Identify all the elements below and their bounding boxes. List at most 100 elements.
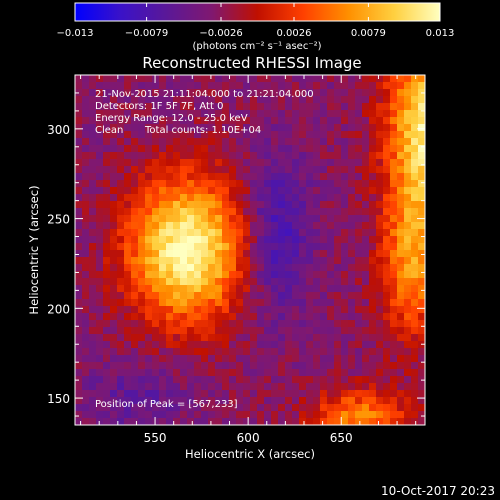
heatmap-cell [278, 404, 286, 412]
heatmap-cell [208, 383, 216, 391]
heatmap-cell [418, 208, 426, 216]
heatmap-cell [292, 110, 300, 118]
heatmap-cell [208, 334, 216, 342]
heatmap-cell [362, 285, 370, 293]
heatmap-cell [348, 341, 356, 349]
heatmap-cell [75, 278, 83, 286]
heatmap-cell [117, 152, 125, 160]
heatmap-cell [187, 320, 195, 328]
heatmap-cell [376, 348, 384, 356]
heatmap-cell [397, 355, 405, 363]
heatmap-cell [110, 411, 118, 419]
heatmap-cell [306, 173, 314, 181]
heatmap-cell [194, 243, 202, 251]
heatmap-cell [411, 201, 419, 209]
heatmap-cell [313, 110, 321, 118]
heatmap-cell [110, 383, 118, 391]
heatmap-cell [411, 82, 419, 90]
heatmap-cell [383, 89, 391, 97]
heatmap-cell [131, 103, 139, 111]
heatmap-cell [187, 390, 195, 398]
heatmap-cell [194, 418, 202, 426]
heatmap-cell [208, 103, 216, 111]
heatmap-cell [355, 404, 363, 412]
heatmap-cell [383, 152, 391, 160]
heatmap-cell [124, 236, 132, 244]
heatmap-cell [355, 82, 363, 90]
heatmap-cell [131, 194, 139, 202]
heatmap-cell [334, 306, 342, 314]
heatmap-cell [159, 82, 167, 90]
heatmap-cell [278, 383, 286, 391]
heatmap-cell [82, 348, 90, 356]
heatmap-cell [138, 376, 146, 384]
heatmap-cell [82, 187, 90, 195]
heatmap-cell [166, 397, 174, 405]
heatmap-cell [355, 313, 363, 321]
heatmap-cell [159, 313, 167, 321]
heatmap-cell [376, 236, 384, 244]
heatmap-cell [334, 285, 342, 293]
heatmap-cell [229, 117, 237, 125]
heatmap-cell [103, 159, 111, 167]
heatmap-cell [201, 383, 209, 391]
heatmap-cell [285, 215, 293, 223]
heatmap-cell [299, 222, 307, 230]
heatmap-cell [229, 376, 237, 384]
heatmap-cell [334, 194, 342, 202]
heatmap-cell [411, 320, 419, 328]
heatmap-cell [89, 89, 97, 97]
heatmap-cell [320, 236, 328, 244]
heatmap-cell [278, 299, 286, 307]
heatmap-cell [299, 82, 307, 90]
heatmap-cell [159, 383, 167, 391]
heatmap-cell [138, 82, 146, 90]
heatmap-cell [271, 334, 279, 342]
heatmap-cell [103, 390, 111, 398]
heatmap-cell [397, 89, 405, 97]
heatmap-cell [383, 229, 391, 237]
heatmap-cell [411, 348, 419, 356]
heatmap-cell [383, 215, 391, 223]
heatmap-cell [362, 75, 370, 83]
heatmap-cell [390, 75, 398, 83]
heatmap-cell [152, 376, 160, 384]
heatmap-cell [131, 110, 139, 118]
heatmap-cell [397, 285, 405, 293]
heatmap-cell [299, 194, 307, 202]
heatmap-cell [341, 82, 349, 90]
heatmap-cell [306, 376, 314, 384]
heatmap-cell [285, 257, 293, 265]
heatmap-cell [327, 292, 335, 300]
heatmap-cell [187, 327, 195, 335]
heatmap-cell [201, 173, 209, 181]
heatmap-cell [264, 89, 272, 97]
y-axis-label: Heliocentric Y (arcsec) [27, 185, 41, 314]
heatmap-cell [166, 243, 174, 251]
heatmap-cell [271, 131, 279, 139]
heatmap-cell [390, 292, 398, 300]
heatmap-cell [75, 397, 83, 405]
heatmap-cell [131, 397, 139, 405]
heatmap-cell [341, 243, 349, 251]
heatmap-cell [229, 159, 237, 167]
heatmap-cell [194, 313, 202, 321]
heatmap-cell [292, 285, 300, 293]
heatmap-cell [418, 201, 426, 209]
heatmap-cell [152, 355, 160, 363]
heatmap-cell [383, 327, 391, 335]
heatmap-cell [313, 306, 321, 314]
heatmap-cell [103, 89, 111, 97]
heatmap-cell [243, 271, 251, 279]
heatmap-cell [362, 264, 370, 272]
heatmap-cell [257, 117, 265, 125]
heatmap-cell [187, 103, 195, 111]
heatmap-cell [110, 355, 118, 363]
heatmap-cell [369, 180, 377, 188]
heatmap-cell [131, 327, 139, 335]
heatmap-cell [327, 117, 335, 125]
heatmap-cell [117, 390, 125, 398]
heatmap-cell [404, 89, 412, 97]
heatmap-cell [166, 271, 174, 279]
heatmap-cell [355, 173, 363, 181]
